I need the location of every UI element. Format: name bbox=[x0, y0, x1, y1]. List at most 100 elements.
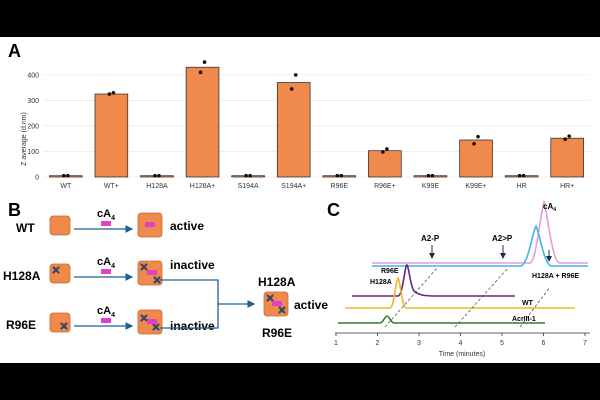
replicate-point bbox=[202, 60, 207, 64]
bar bbox=[94, 93, 129, 178]
ligand-bound-wt bbox=[145, 222, 155, 227]
h128a-state: inactive bbox=[170, 258, 215, 272]
ligand-2 bbox=[101, 269, 111, 274]
chromatogram: 1 2 3 4 5 6 7 Time (minutes) A2-P A2>P cA4 H12… bbox=[334, 199, 590, 358]
x-tick-label: S194A bbox=[238, 183, 259, 190]
ligand-label-1: cA4 bbox=[97, 208, 115, 222]
marker-a2gp-label: A2>P bbox=[492, 234, 513, 243]
ligand-bound-combined bbox=[272, 301, 282, 306]
y-tick-label: 0 bbox=[35, 175, 39, 182]
combined-state: active bbox=[294, 298, 328, 312]
ligand-3 bbox=[101, 318, 111, 323]
y-axis-label: Z average (d.nm) bbox=[21, 112, 28, 166]
replicate-point bbox=[157, 173, 161, 178]
bar bbox=[550, 137, 584, 178]
replicate-point bbox=[289, 87, 294, 91]
combined-top-label: H128A bbox=[258, 275, 296, 289]
bar bbox=[231, 175, 265, 178]
marker-a2p-label: A2-P bbox=[421, 234, 440, 243]
x-tick-label: R96E+ bbox=[374, 183, 396, 190]
wt-protein bbox=[49, 215, 71, 236]
replicate-point bbox=[111, 90, 116, 95]
chrom-tick-label: 4 bbox=[459, 340, 463, 347]
combined-bottom-label: R96E bbox=[262, 326, 292, 340]
trace-r96e bbox=[352, 264, 515, 297]
x-tick-label: WT bbox=[60, 183, 72, 190]
ligand-bound-r96e bbox=[147, 319, 157, 324]
ligand-bound-h128a bbox=[147, 270, 157, 275]
row-r96e-label: R96E bbox=[6, 318, 36, 332]
y-tick-label: 200 bbox=[27, 123, 39, 130]
replicate-point bbox=[335, 173, 340, 178]
replicate-point bbox=[339, 173, 344, 178]
label-h128a-r96e: H128A + R96E bbox=[532, 273, 579, 280]
replicate-point bbox=[472, 142, 476, 146]
bar bbox=[504, 175, 539, 178]
label-r96e: R96E bbox=[381, 268, 399, 275]
y-tick-label: 300 bbox=[27, 98, 39, 105]
ligand-1 bbox=[101, 221, 111, 226]
chrom-tick-label: 3 bbox=[417, 340, 421, 347]
chrom-x-label: Time (minutes) bbox=[439, 351, 485, 358]
replicate-point bbox=[107, 92, 112, 96]
replicate-point bbox=[563, 137, 568, 142]
x-tick-label: H128A+ bbox=[190, 183, 216, 190]
r96e-state: inactive bbox=[170, 319, 215, 333]
replicate-point bbox=[65, 173, 70, 178]
chrom-tick-label: 6 bbox=[542, 340, 546, 347]
replicate-point bbox=[430, 173, 435, 178]
panel-a-label: A bbox=[8, 41, 21, 61]
chrom-ticks: 1 2 3 4 5 6 7 bbox=[334, 333, 587, 347]
bar bbox=[368, 150, 402, 178]
row-wt-label: WT bbox=[16, 221, 35, 235]
wt-state: active bbox=[170, 219, 204, 233]
bar bbox=[276, 82, 311, 178]
chrom-tick-label: 7 bbox=[583, 340, 587, 347]
replicate-point bbox=[476, 134, 480, 139]
panel-c-label: C bbox=[327, 200, 340, 220]
replicate-point bbox=[521, 173, 526, 178]
replicate-point bbox=[293, 73, 298, 77]
replicate-point bbox=[248, 173, 252, 178]
x-tick-label: HR+ bbox=[560, 183, 574, 190]
row-h128a-label: H128A bbox=[3, 269, 41, 283]
ligand-label-3: cA4 bbox=[97, 305, 115, 319]
replicate-point bbox=[244, 173, 248, 178]
label-acriii1: AcrIII-1 bbox=[512, 316, 536, 323]
x-tick-label: K99E+ bbox=[465, 183, 486, 190]
trace-acriii1 bbox=[338, 315, 545, 324]
trace-h128a-r96e bbox=[372, 224, 588, 267]
bar bbox=[140, 175, 174, 178]
x-tick-label: R96E bbox=[331, 183, 349, 190]
trace-h128a bbox=[345, 277, 575, 309]
label-ca4: cA4 bbox=[543, 202, 556, 213]
bar bbox=[322, 175, 357, 178]
replicate-point bbox=[385, 147, 389, 151]
x-tick-label: S194A+ bbox=[281, 183, 306, 190]
x-tick-label: K99E bbox=[422, 183, 439, 190]
bar bbox=[413, 175, 448, 178]
panel-b-label: B bbox=[8, 200, 21, 220]
bar bbox=[49, 175, 83, 178]
x-tick-label: HR bbox=[517, 183, 527, 190]
chrom-tick-label: 2 bbox=[376, 340, 380, 347]
chrom-tick-label: 1 bbox=[334, 340, 338, 347]
guide-line-a2p bbox=[384, 267, 438, 328]
y-tick-label: 100 bbox=[27, 149, 39, 156]
replicate-point bbox=[381, 150, 385, 154]
replicate-point bbox=[198, 70, 203, 75]
replicate-point bbox=[153, 173, 157, 178]
figure: A Z average (d.nm) 0 100 200 300 400 WT WT+ H12… bbox=[0, 37, 600, 363]
guide-line-a2gp bbox=[454, 267, 509, 328]
y-tick-label: 400 bbox=[27, 72, 39, 79]
replicate-point bbox=[567, 134, 572, 138]
x-tick-label: WT+ bbox=[104, 183, 119, 190]
ligand-label-2: cA4 bbox=[97, 256, 115, 270]
guide-line-ca4 bbox=[519, 286, 551, 328]
figure-canvas: A Z average (d.nm) 0 100 200 300 400 WT WT+ H12… bbox=[3, 41, 590, 358]
chrom-tick-label: 5 bbox=[500, 340, 504, 347]
bar bbox=[459, 139, 493, 178]
bar-chart: 0 100 200 300 400 WT WT+ H128A H128A+ S194A S194A+… bbox=[27, 60, 590, 190]
label-wt: WT bbox=[522, 300, 534, 307]
bar bbox=[185, 66, 220, 178]
